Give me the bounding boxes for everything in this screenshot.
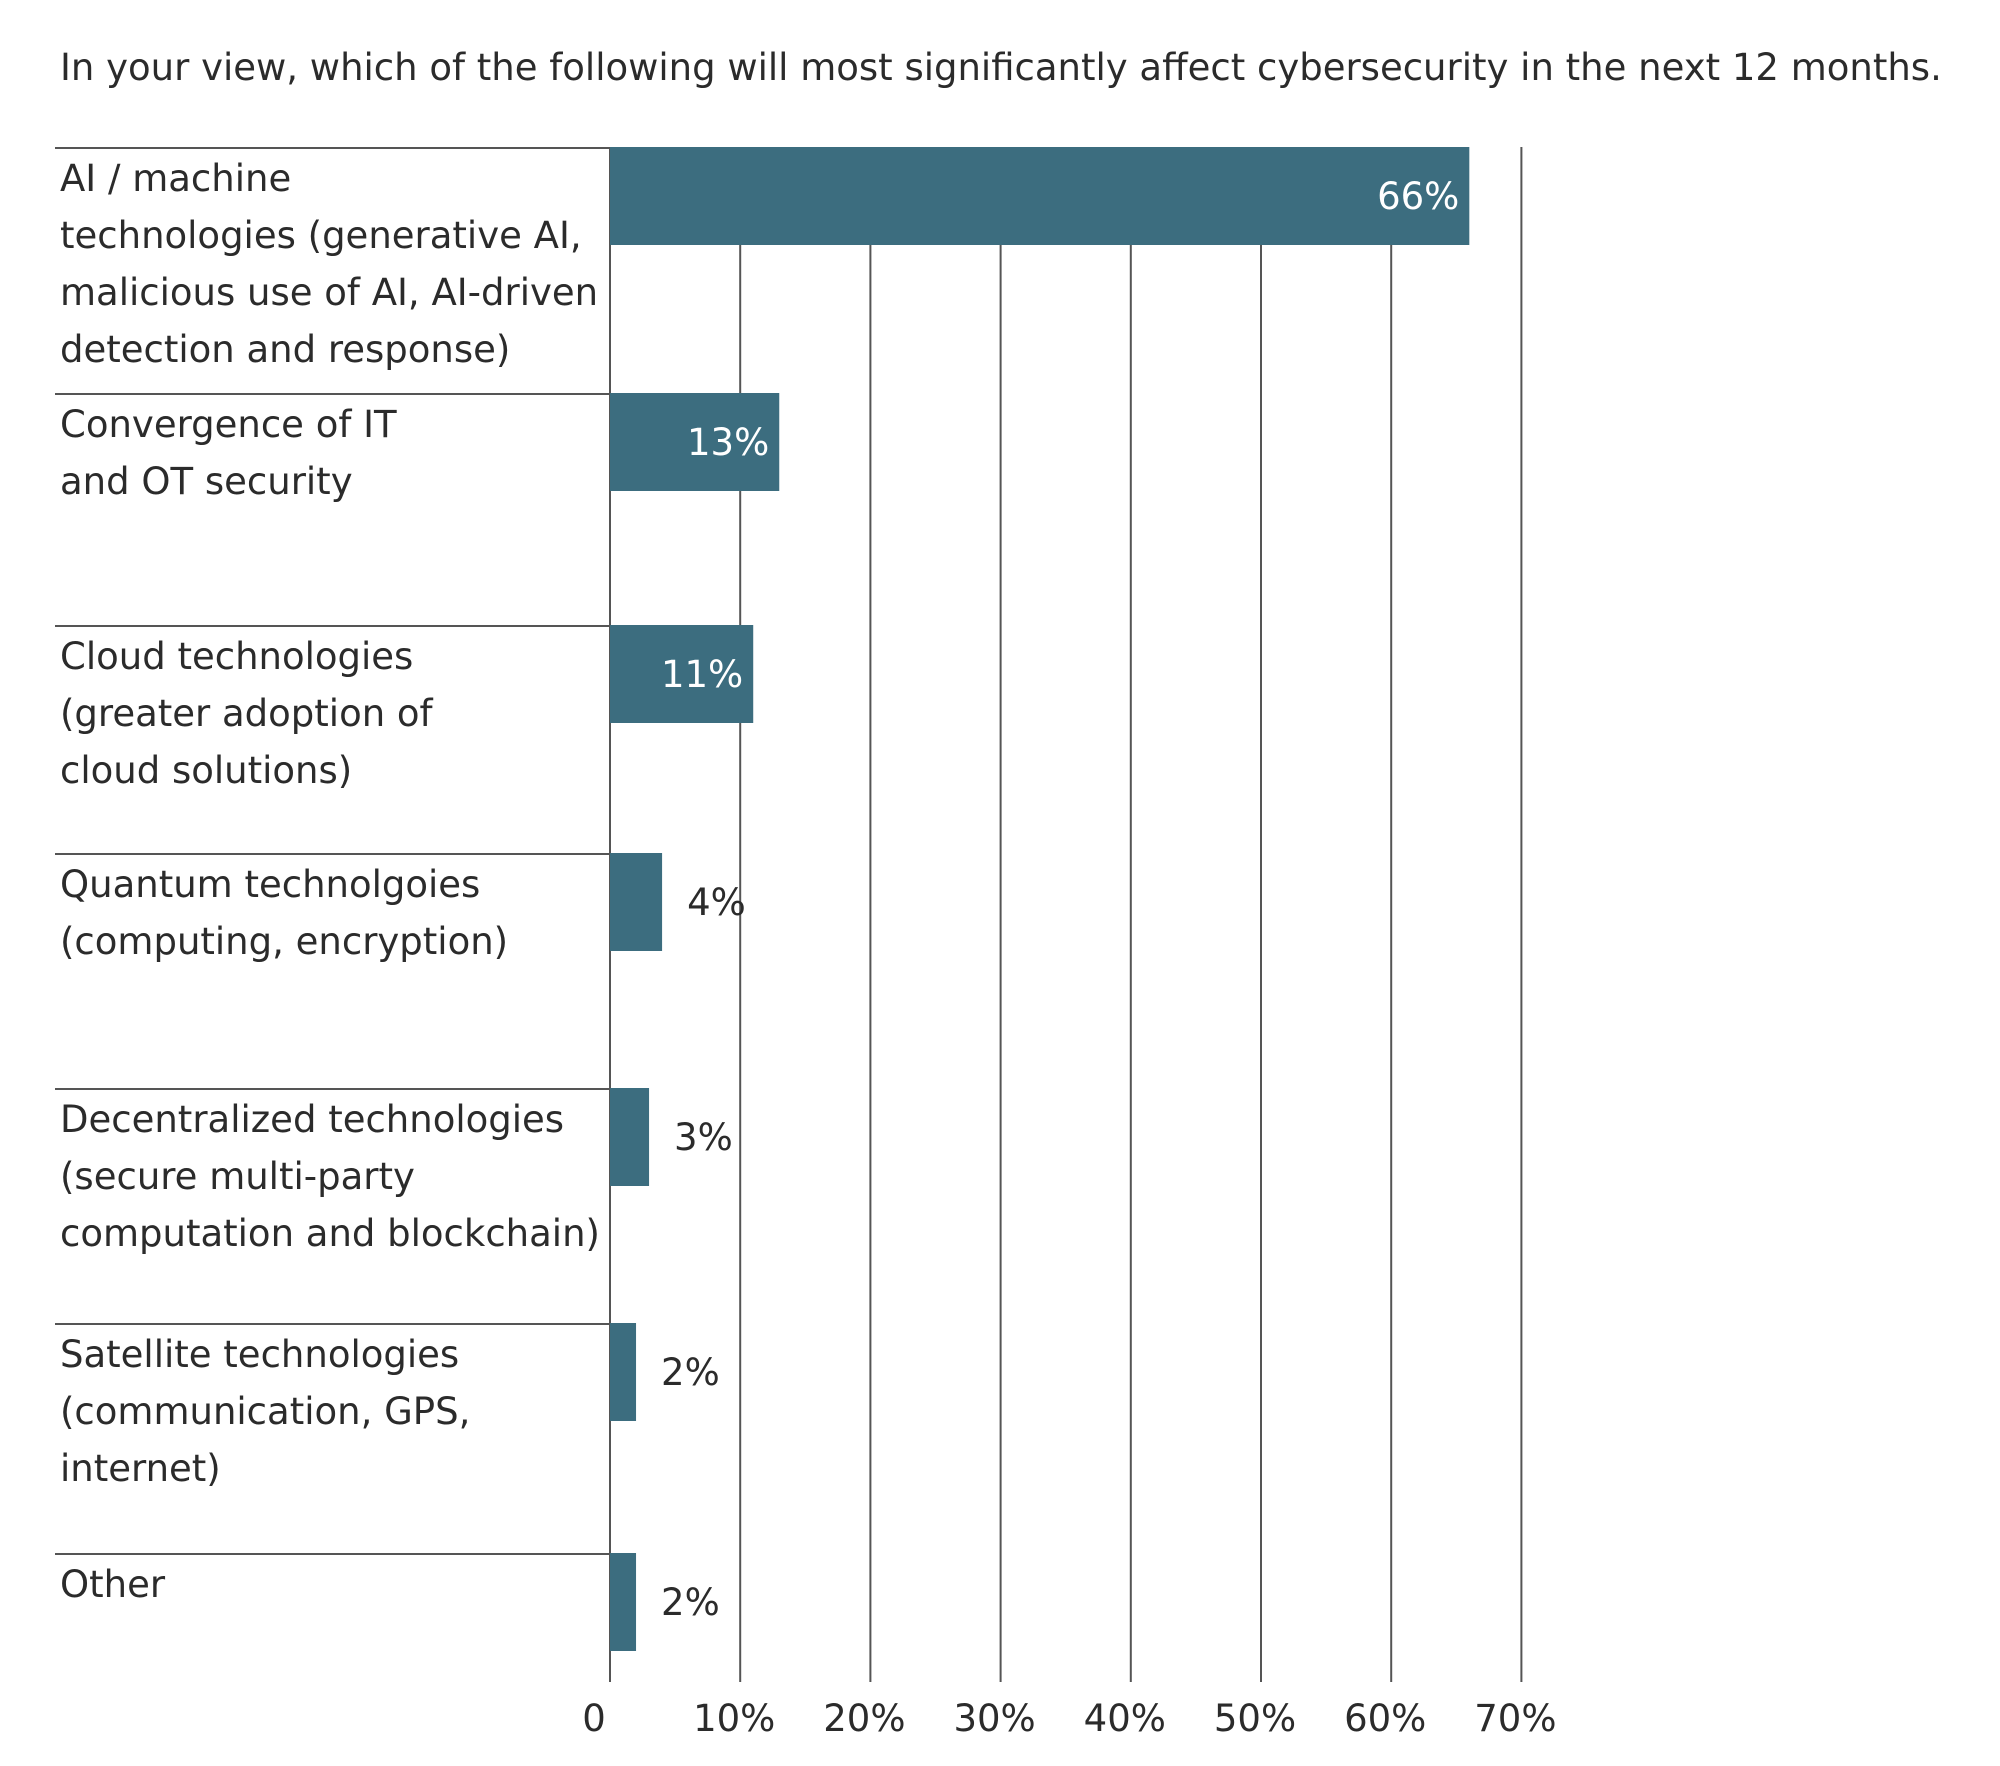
category-label: Cloud technologies (greater adoption of cl… <box>60 635 434 792</box>
bars <box>610 147 1470 1651</box>
data-label: 13% <box>687 421 769 464</box>
data-labels: 66% 13% 11% 4% 3% 2% 2% <box>661 175 1459 1624</box>
bar <box>610 147 1470 245</box>
bar <box>610 1088 650 1186</box>
data-label: 11% <box>661 653 743 696</box>
bar <box>610 1323 637 1421</box>
x-tick-label: 40% <box>1084 1697 1166 1740</box>
category-label: Satellite technologies (communication, GP… <box>60 1333 470 1490</box>
chart-title: In your view, which of the following wil… <box>60 46 1942 89</box>
x-tick-label: 30% <box>953 1697 1035 1740</box>
data-label: 3% <box>674 1116 733 1159</box>
bar <box>610 625 754 723</box>
category-label: Quantum technolgoies (computing, encrypti… <box>60 863 508 963</box>
x-tick-label: 20% <box>823 1697 905 1740</box>
category-label: AI / machine technologies (generative AI,… <box>60 157 598 371</box>
x-tick-label: 0 <box>582 1697 606 1740</box>
category-label: Other <box>60 1563 166 1606</box>
x-tick-label: 60% <box>1344 1697 1426 1740</box>
data-label: 2% <box>661 1581 720 1624</box>
grid-lines <box>609 147 1523 1682</box>
bar <box>610 1553 637 1651</box>
row-separators <box>55 147 610 1555</box>
x-axis-ticks: 0 10% 20% 30% 40% 50% 60% 70% <box>582 1697 1556 1740</box>
x-tick-label: 70% <box>1474 1697 1556 1740</box>
category-labels: AI / machine technologies (generative AI,… <box>60 157 600 1606</box>
category-label: Convergence of IT and OT security <box>60 403 397 503</box>
data-label: 4% <box>687 881 746 924</box>
category-label: Decentralized technologies (secure multi-… <box>60 1098 600 1255</box>
x-tick-label: 10% <box>693 1697 775 1740</box>
data-label: 2% <box>661 1351 720 1394</box>
x-tick-label: 50% <box>1214 1697 1296 1740</box>
data-label: 66% <box>1377 175 1459 218</box>
bar <box>610 393 780 491</box>
bar <box>610 853 663 951</box>
